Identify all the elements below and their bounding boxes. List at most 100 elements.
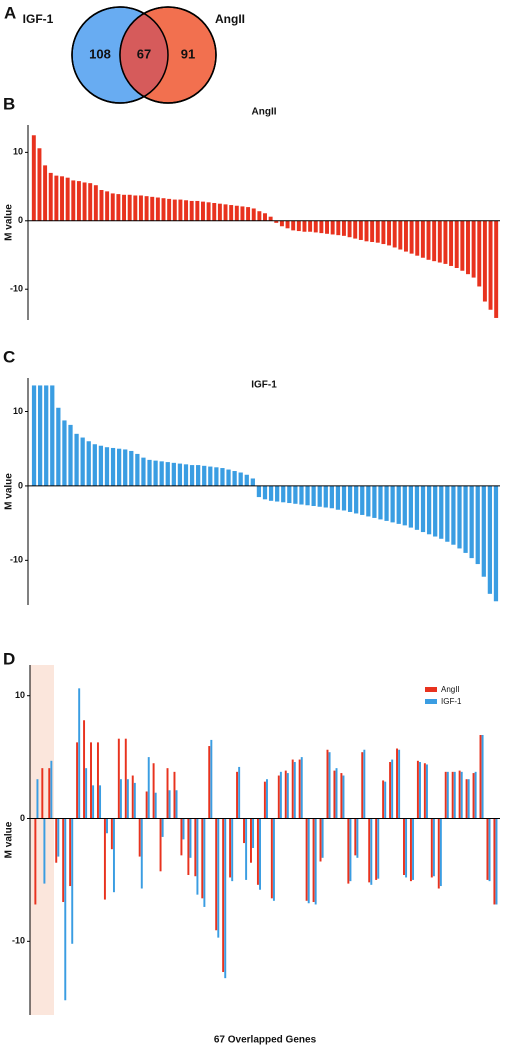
venn-label: AngII — [215, 12, 245, 26]
bar — [437, 220, 442, 263]
bar — [286, 773, 289, 819]
y-tick-label: -10 — [10, 284, 23, 294]
bar — [62, 818, 65, 903]
bar — [317, 485, 322, 507]
bar — [31, 385, 37, 486]
bar — [243, 818, 245, 844]
bar — [479, 735, 482, 819]
y-axis-label: M value — [4, 204, 15, 241]
bar — [305, 818, 308, 901]
bar — [477, 220, 482, 287]
bar — [487, 485, 493, 594]
bar — [147, 459, 152, 486]
bar — [392, 220, 397, 248]
y-tick-label: 0 — [18, 480, 23, 490]
bar — [469, 485, 474, 559]
venn-outline — [119, 6, 217, 104]
bar — [378, 485, 383, 520]
bar — [330, 220, 335, 235]
bar — [245, 818, 248, 880]
bar — [390, 485, 395, 523]
bar — [443, 220, 448, 264]
bar — [451, 485, 456, 545]
bar — [341, 220, 346, 236]
bar — [124, 738, 127, 819]
bar — [426, 485, 432, 535]
bar — [325, 220, 329, 234]
panel-letter: D — [3, 649, 15, 668]
bar — [175, 790, 178, 819]
bar — [387, 220, 392, 246]
bar — [454, 220, 459, 268]
bar — [222, 818, 225, 973]
bar — [147, 757, 150, 819]
bar — [281, 485, 286, 503]
venn-overlap — [120, 7, 168, 103]
bar — [382, 780, 385, 819]
bar — [220, 468, 225, 486]
bar — [319, 818, 322, 862]
bar — [96, 742, 99, 819]
bar — [293, 485, 298, 504]
bar — [56, 407, 61, 486]
bar — [466, 220, 470, 275]
bar — [212, 203, 217, 221]
bar — [138, 818, 141, 857]
bar — [472, 773, 475, 819]
bar — [335, 485, 341, 510]
bar — [341, 485, 347, 511]
bar — [432, 220, 437, 262]
bar — [419, 762, 421, 819]
bar — [333, 770, 336, 819]
bar — [353, 220, 358, 239]
bar — [465, 779, 468, 819]
bar — [208, 746, 211, 819]
bar — [420, 220, 425, 258]
bar — [430, 818, 433, 878]
bar — [88, 183, 93, 221]
bar — [217, 203, 222, 221]
bar — [475, 485, 480, 565]
bar — [99, 785, 102, 819]
bar — [103, 818, 106, 900]
bar — [85, 768, 88, 819]
bar — [279, 220, 284, 227]
bar — [98, 445, 104, 486]
bar — [153, 460, 158, 486]
bar — [354, 818, 357, 856]
bar — [356, 818, 359, 858]
bar — [457, 485, 462, 549]
bar — [347, 818, 350, 884]
bar — [467, 779, 470, 819]
bar — [370, 818, 373, 885]
bar — [412, 818, 415, 880]
bar — [43, 165, 48, 221]
bar — [117, 738, 120, 819]
bar — [312, 818, 315, 903]
bar — [144, 196, 149, 221]
bar — [349, 818, 352, 882]
legend-swatch — [425, 687, 437, 692]
bar — [36, 779, 39, 819]
bar — [494, 220, 499, 318]
bar — [62, 420, 67, 486]
venn-outline — [71, 6, 169, 104]
bar — [347, 485, 353, 512]
y-tick-label: 10 — [13, 147, 23, 157]
bar — [402, 485, 407, 526]
bar — [50, 760, 53, 819]
bar — [308, 220, 313, 232]
bar — [201, 818, 204, 899]
y-tick-label: -10 — [12, 936, 25, 946]
bar — [486, 818, 489, 880]
bar — [167, 198, 172, 221]
bar — [314, 818, 317, 905]
bar — [189, 818, 192, 858]
bar — [183, 464, 189, 486]
bar — [474, 771, 477, 819]
bar — [398, 749, 401, 819]
venn-count: 108 — [89, 46, 111, 61]
bar — [291, 759, 294, 819]
bar — [150, 196, 155, 221]
bar — [361, 752, 364, 819]
